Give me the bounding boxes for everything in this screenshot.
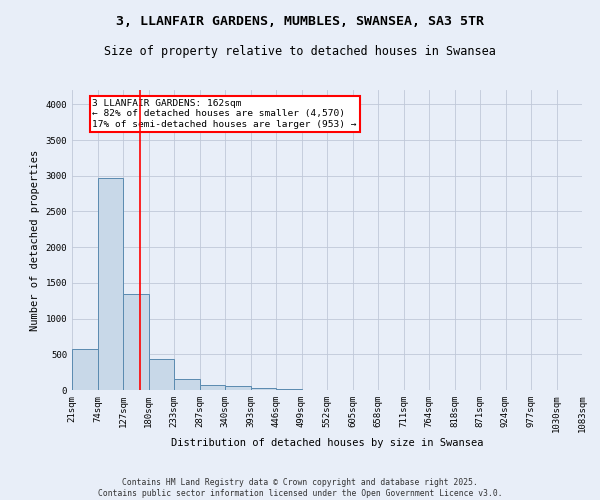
Text: 3, LLANFAIR GARDENS, MUMBLES, SWANSEA, SA3 5TR: 3, LLANFAIR GARDENS, MUMBLES, SWANSEA, S… [116,15,484,28]
Bar [149,360,174,390]
Bar [123,294,149,390]
Bar [72,350,97,390]
Text: 3 LLANFAIR GARDENS: 162sqm
← 82% of detached houses are smaller (4,570)
17% of s: 3 LLANFAIR GARDENS: 162sqm ← 82% of deta… [92,99,357,129]
Bar [251,388,276,390]
Bar [199,384,225,390]
Y-axis label: Number of detached properties: Number of detached properties [30,150,40,330]
Bar [225,386,251,390]
Text: Contains HM Land Registry data © Crown copyright and database right 2025.
Contai: Contains HM Land Registry data © Crown c… [98,478,502,498]
Bar [97,178,123,390]
Bar [174,380,199,390]
X-axis label: Distribution of detached houses by size in Swansea: Distribution of detached houses by size … [171,438,483,448]
Text: Size of property relative to detached houses in Swansea: Size of property relative to detached ho… [104,45,496,58]
